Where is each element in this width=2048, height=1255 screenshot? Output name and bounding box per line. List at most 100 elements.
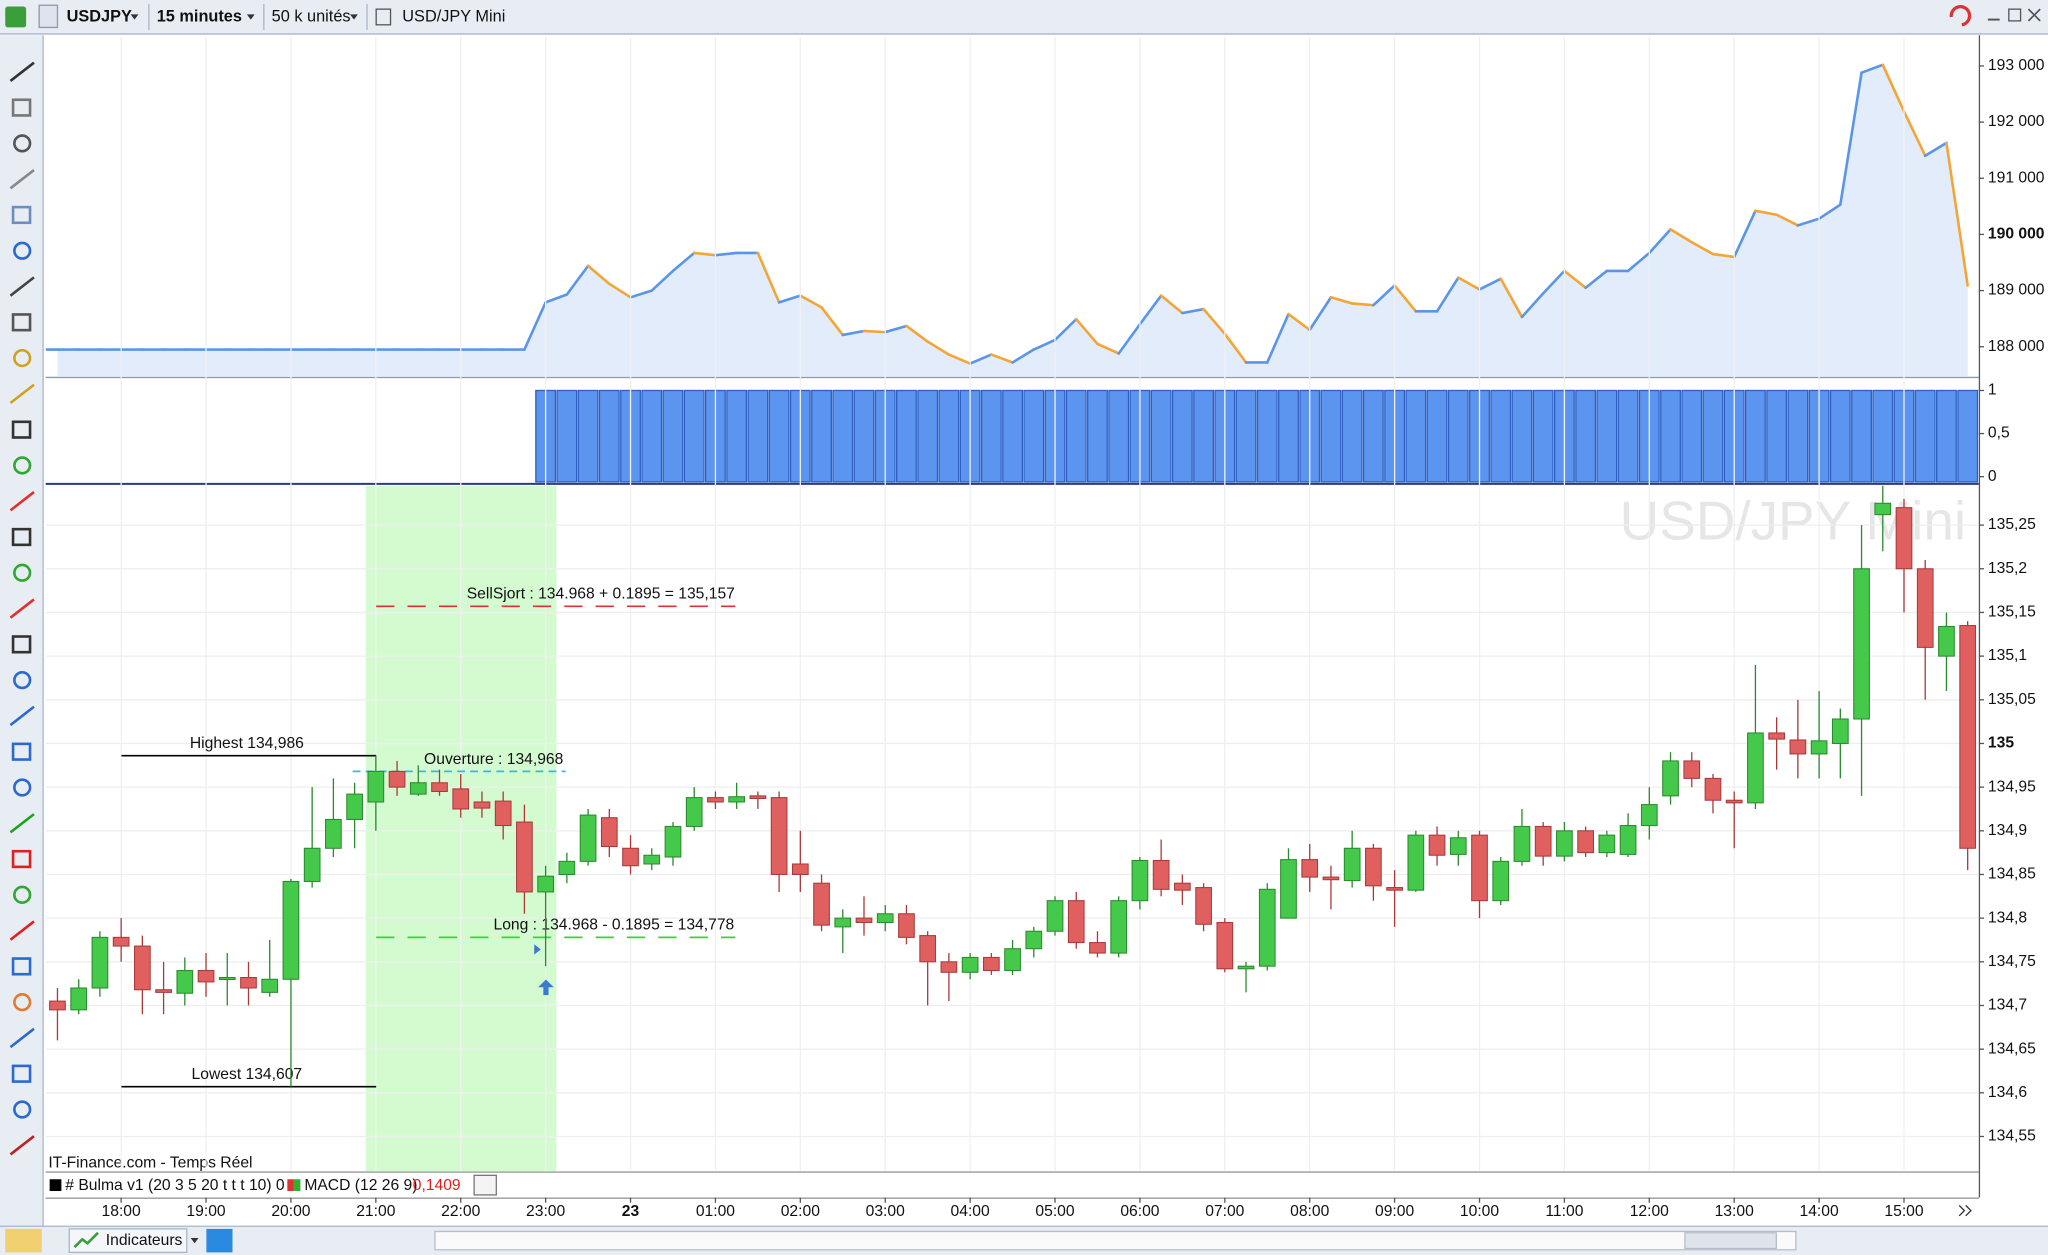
- candle-body: [1874, 502, 1892, 516]
- tool-icon[interactable]: [11, 742, 32, 761]
- y-tick-label: 134,8: [1988, 909, 2027, 926]
- tool-icon[interactable]: [9, 598, 35, 619]
- line-segment: [1456, 276, 1481, 291]
- candle-body: [1471, 834, 1488, 902]
- scrollbar[interactable]: [434, 1230, 1797, 1251]
- scroll-thumb[interactable]: [1684, 1232, 1777, 1250]
- top-toolbar: [0, 0, 2048, 34]
- tool-icon[interactable]: [13, 670, 32, 690]
- tool-icon[interactable]: [11, 635, 32, 654]
- bar: [598, 389, 620, 483]
- x-tick-label: 07:00: [1205, 1203, 1244, 1220]
- dropdown-arrow[interactable]: [190, 1238, 199, 1244]
- refresh-icon[interactable]: [1949, 5, 1972, 27]
- info-button[interactable]: [38, 4, 59, 29]
- candle-body: [1174, 882, 1191, 891]
- line-segment: [1669, 228, 1694, 244]
- annotation-label: SellSjort : 134.968 + 0.1895 = 135,157: [467, 586, 735, 603]
- indicator-label[interactable]: # Bulma v1 (20 3 5 20 t t t 10) 0: [65, 1177, 285, 1194]
- tool-icon[interactable]: [13, 456, 32, 475]
- candle-body: [1598, 834, 1616, 854]
- tool-icon[interactable]: [11, 313, 32, 332]
- bar: [1511, 389, 1533, 483]
- candle-body: [1407, 834, 1425, 891]
- dropdown-arrow[interactable]: [246, 14, 255, 20]
- app-icon[interactable]: [5, 6, 27, 28]
- close-button[interactable]: [2027, 8, 2041, 22]
- bar: [1447, 389, 1469, 483]
- tool-icon[interactable]: [11, 849, 32, 869]
- tool-icon[interactable]: [13, 1100, 32, 1119]
- line-segment: [1074, 317, 1099, 346]
- x-tick-label: 18:00: [102, 1203, 141, 1220]
- tool-icon[interactable]: [9, 169, 35, 190]
- tool-icon[interactable]: [9, 1027, 35, 1049]
- y-tick-label: 192 000: [1988, 113, 2045, 130]
- bar: [556, 389, 578, 483]
- tool-icon[interactable]: [11, 527, 32, 547]
- tool-icon[interactable]: [13, 563, 32, 582]
- y-tick-label: 134,6: [1988, 1084, 2027, 1101]
- y-tick-label: 134,65: [1988, 1040, 2036, 1057]
- indicators-button[interactable]: [68, 1228, 188, 1254]
- symbol[interactable]: USDJPY: [67, 7, 132, 25]
- window-button[interactable]: [473, 1174, 497, 1196]
- tool-icon[interactable]: [13, 134, 32, 153]
- tool-icon[interactable]: [9, 276, 35, 297]
- dropdown-arrow[interactable]: [350, 14, 358, 20]
- tool-icon[interactable]: [11, 420, 32, 439]
- timeframe[interactable]: 15 minutes: [157, 7, 242, 25]
- dropdown-arrow[interactable]: [130, 14, 139, 20]
- tool-icon[interactable]: [9, 705, 35, 727]
- tool-icon[interactable]: [9, 491, 35, 512]
- tool-icon[interactable]: [11, 205, 32, 225]
- tool-icon[interactable]: [13, 348, 32, 368]
- line-segment: [1881, 63, 1906, 113]
- line-segment: [1329, 296, 1354, 305]
- tool-icon[interactable]: [13, 778, 32, 797]
- line-segment: [1754, 209, 1778, 217]
- tool-icon[interactable]: [9, 383, 35, 405]
- tool-icon[interactable]: [13, 885, 32, 904]
- tool-icon[interactable]: [9, 920, 35, 941]
- data-source: IT-Finance.com - Temps Réel: [48, 1155, 252, 1172]
- indicators-label[interactable]: Indicateurs: [106, 1232, 183, 1249]
- bar: [683, 389, 705, 483]
- bar: [1702, 389, 1724, 483]
- tool-icon[interactable]: [11, 957, 32, 976]
- tool-icon[interactable]: [11, 98, 32, 117]
- candle-body: [1662, 760, 1679, 797]
- indicator-label[interactable]: MACD (12 26 9): [304, 1177, 417, 1194]
- info-icon[interactable]: [375, 8, 392, 26]
- bar: [1872, 389, 1894, 483]
- tool-icon[interactable]: [13, 993, 32, 1012]
- candle-body: [282, 880, 300, 980]
- tool-icon[interactable]: [9, 61, 35, 82]
- line-segment: [990, 353, 1014, 364]
- draw-button[interactable]: [5, 1228, 42, 1253]
- y-tick-label: 0: [1988, 468, 1997, 485]
- candle-body: [876, 913, 894, 924]
- bar: [577, 389, 599, 483]
- bar: [1744, 389, 1766, 483]
- tool-icon[interactable]: [9, 1135, 35, 1156]
- candle-body: [579, 814, 597, 862]
- bar: [1851, 389, 1872, 483]
- scroll-right[interactable]: [1958, 1204, 1972, 1217]
- candle-body: [770, 797, 788, 875]
- bar: [1171, 389, 1193, 483]
- tool-icon[interactable]: [9, 813, 35, 834]
- tool-icon[interactable]: [13, 241, 32, 260]
- share-button[interactable]: [206, 1228, 233, 1253]
- line-segment: [947, 353, 972, 365]
- units[interactable]: 50 k unités: [272, 7, 351, 25]
- line-segment: [1711, 252, 1736, 259]
- maximize-button[interactable]: [2008, 8, 2022, 22]
- tool-icon[interactable]: [11, 1064, 32, 1083]
- bar: [1256, 389, 1278, 483]
- candle-body: [749, 795, 767, 800]
- candle-body: [1916, 568, 1934, 648]
- candle-body: [1449, 837, 1467, 855]
